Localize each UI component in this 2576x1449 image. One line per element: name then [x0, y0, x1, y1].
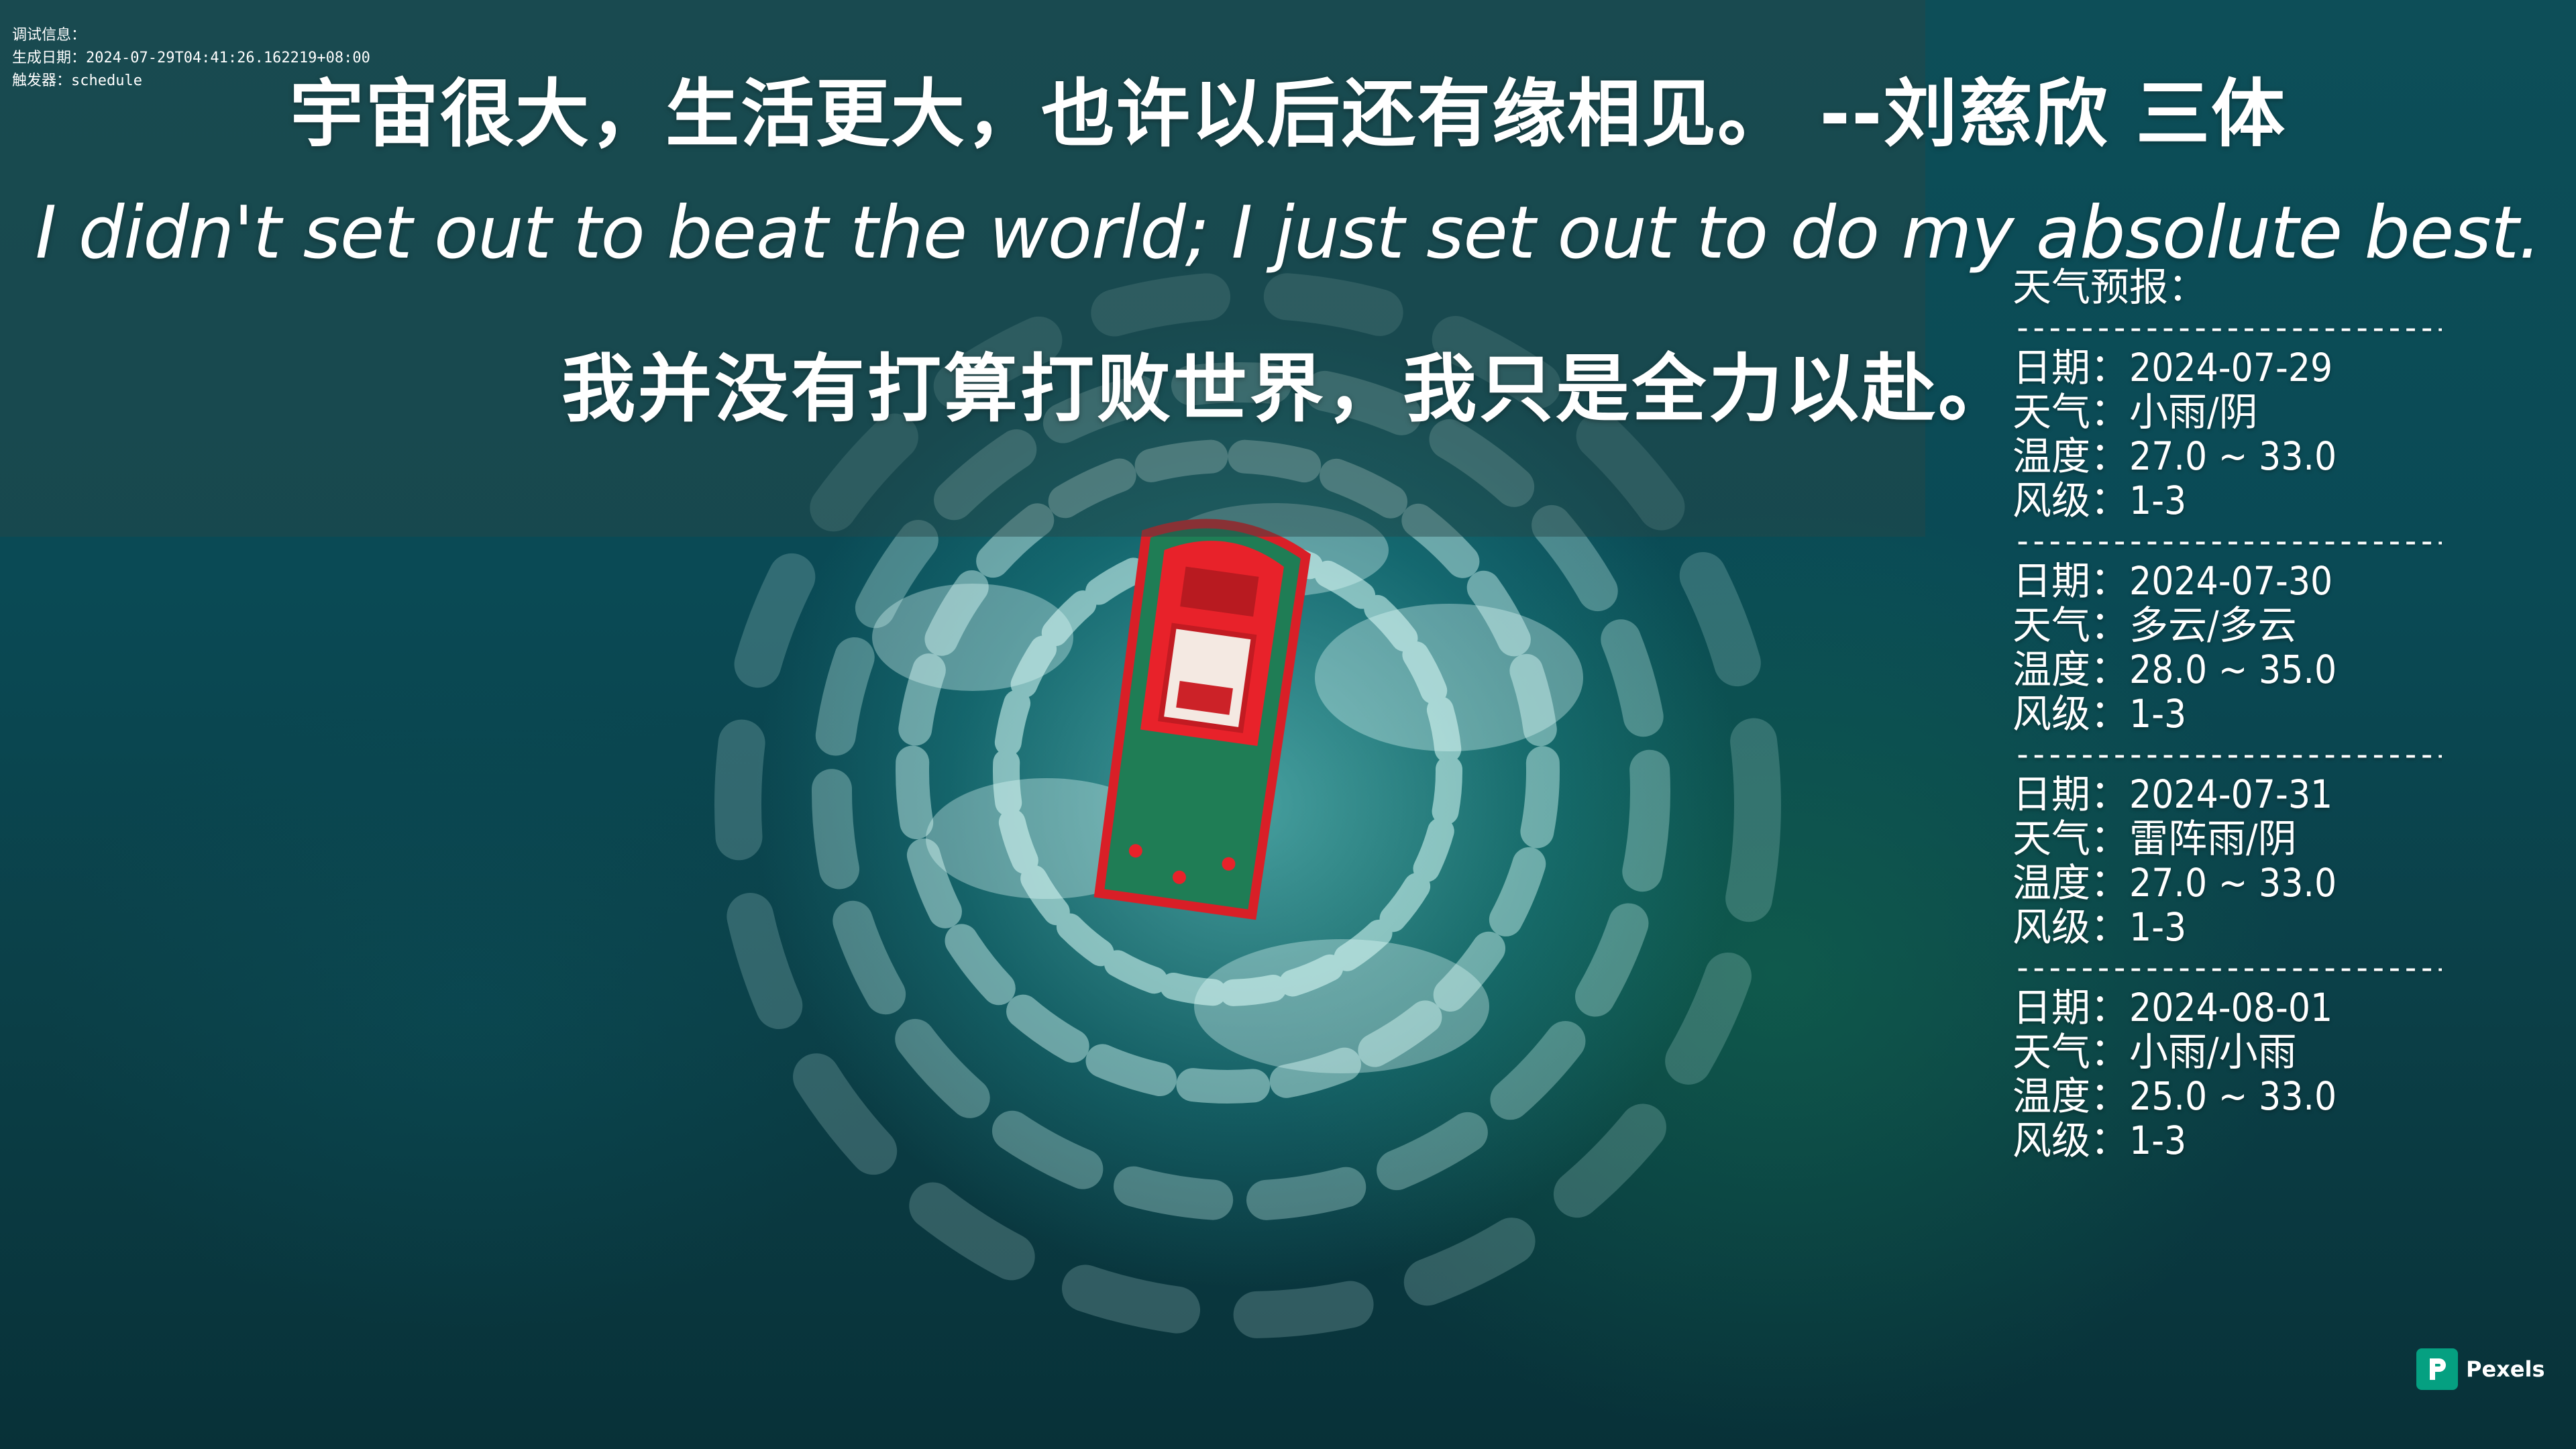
quote-banner-background [0, 0, 1925, 537]
weather-wind: 风级：1-3 [2012, 904, 2187, 950]
weather-temperature: 温度：25.0 ~ 33.0 [2012, 1073, 2337, 1119]
debug-generated-date: 生成日期：2024-07-29T04:41:26.162219+08:00 [12, 50, 370, 66]
weather-wind: 风级：1-3 [2012, 1118, 2187, 1163]
quote-chinese: 宇宙很大，生活更大，也许以后还有缘相见。 --刘慈欣 三体 [290, 71, 2286, 157]
weather-temperature: 温度：27.0 ~ 33.0 [2012, 433, 2337, 479]
weather-day: 日期：2024-07-30 天气：多云/多云 温度：28.0 ~ 35.0 风级… [2012, 559, 2442, 736]
debug-title: 调试信息： [12, 27, 87, 44]
weather-date: 日期：2024-07-31 [2012, 771, 2333, 817]
weather-condition: 天气：小雨/阴 [2012, 389, 2258, 435]
weather-day: 日期：2024-07-29 天气：小雨/阴 温度：27.0 ~ 33.0 风级：… [2012, 345, 2442, 523]
weather-wind: 风级：1-3 [2012, 691, 2187, 737]
weather-condition: 天气：雷阵雨/阴 [2012, 816, 2297, 861]
weather-separator: ------------------------------- [2012, 523, 2442, 559]
weather-condition: 天气：小雨/小雨 [2012, 1029, 2297, 1075]
debug-trigger: 触发器：schedule [12, 72, 142, 89]
weather-day: 日期：2024-08-01 天气：小雨/小雨 温度：25.0 ~ 33.0 风级… [2012, 985, 2442, 1163]
weather-forecast: 天气预报： ------------------------------- 日期… [2012, 265, 2442, 1163]
weather-temperature: 温度：28.0 ~ 35.0 [2012, 647, 2337, 692]
weather-temperature: 温度：27.0 ~ 33.0 [2012, 860, 2337, 906]
weather-separator: ------------------------------- [2012, 736, 2442, 772]
quote-english-translation: 我并没有打算打败世界，我只是全力以赴。 [561, 346, 2015, 432]
pexels-watermark: Pexels [2416, 1348, 2545, 1390]
weather-date: 日期：2024-07-30 [2012, 558, 2333, 604]
weather-day: 日期：2024-07-31 天气：雷阵雨/阴 温度：27.0 ~ 33.0 风级… [2012, 772, 2442, 949]
boat-illustration [1093, 519, 1311, 920]
weather-condition: 天气：多云/多云 [2012, 602, 2297, 648]
weather-title: 天气预报： [2012, 264, 2208, 310]
quote-english: I didn't set out to beat the world; I ju… [35, 191, 2542, 275]
pexels-label: Pexels [2466, 1356, 2545, 1382]
weather-wind: 风级：1-3 [2012, 478, 2187, 523]
weather-separator: ------------------------------- [2012, 949, 2442, 985]
weather-separator: ------------------------------- [2012, 309, 2442, 345]
pexels-logo-icon [2416, 1348, 2458, 1390]
weather-date: 日期：2024-08-01 [2012, 985, 2333, 1030]
weather-date: 日期：2024-07-29 [2012, 345, 2333, 390]
debug-info: 调试信息： 生成日期：2024-07-29T04:41:26.162219+08:… [12, 24, 370, 93]
